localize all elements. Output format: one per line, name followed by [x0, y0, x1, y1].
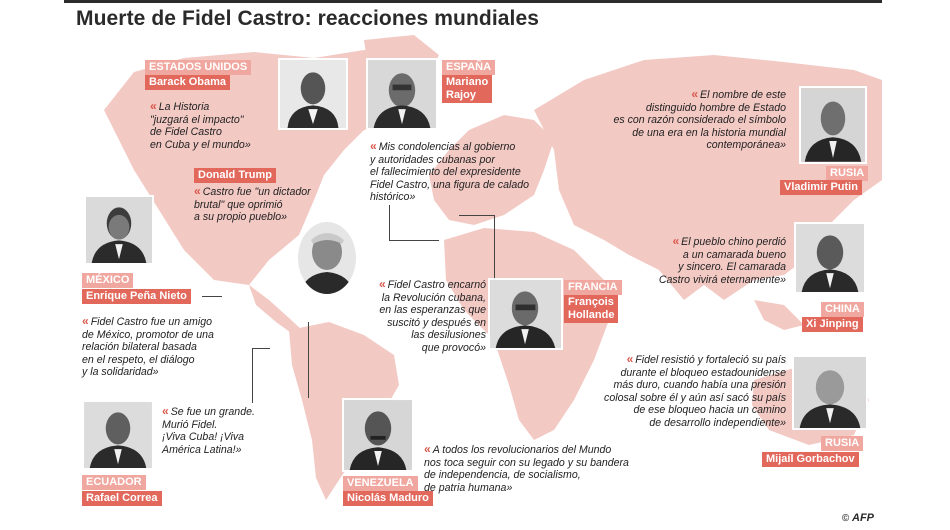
country-label-ecuador: ECUADOR	[82, 475, 146, 490]
quote-trump: «Castro fue "un dictador brutal" que opr…	[194, 184, 311, 224]
quote-pena-nieto: «Fidel Castro fue un amigo de México, pr…	[82, 314, 214, 379]
connector-france-h	[459, 215, 494, 216]
country-label-france: FRANCIA	[564, 280, 622, 295]
photo-hollande	[488, 278, 563, 350]
name-label-xi: Xi Jinping	[802, 317, 863, 332]
photo-rajoy	[366, 58, 438, 130]
connector-ecuador-h	[252, 348, 270, 349]
photo-maduro	[342, 398, 414, 472]
photo-putin	[799, 86, 867, 164]
name-label-maduro: Nicolás Maduro	[343, 491, 433, 506]
country-label-russia-gorbachov: RUSIA	[821, 436, 864, 451]
quote-hollande: «Fidel Castro encarnó la Revolución cuba…	[378, 277, 486, 354]
name-label-hollande: François Hollande	[564, 295, 619, 323]
name-label-correa: Rafael Correa	[82, 491, 162, 506]
page-title: Muerte de Fidel Castro: reacciones mundi…	[76, 7, 540, 30]
copyright-symbol: ©	[841, 513, 850, 524]
country-label-usa: ESTADOS UNIDOS	[145, 60, 252, 75]
name-label-pena-nieto: Enrique Peña Nieto	[82, 289, 191, 304]
connector-spain-h	[389, 240, 439, 241]
country-label-venezuela: VENEZUELA	[343, 476, 418, 491]
connector-spain-v	[389, 205, 390, 240]
quote-correa: «Se fue un grande. Murió Fidel. ¡Viva Cu…	[162, 404, 255, 456]
photo-trump	[298, 222, 356, 294]
quote-obama: «La Historia "juzgará el impacto" de Fid…	[150, 99, 251, 151]
photo-pena-nieto	[84, 195, 154, 265]
name-label-rajoy: Mariano Rajoy	[442, 75, 493, 103]
quote-rajoy: «Mis condolencias al gobierno y autorida…	[370, 139, 529, 204]
country-label-spain: ESPAÑA	[442, 60, 496, 75]
quote-putin: «El nombre de este distinguido hombre de…	[613, 87, 786, 152]
photo-correa	[82, 400, 154, 470]
name-label-gorbachov: Mijaíl Gorbachov	[762, 452, 859, 467]
country-label-china: CHINA	[821, 302, 864, 317]
quote-xi: «El pueblo chino perdió a un camarada bu…	[658, 234, 786, 286]
credit: © AFP	[842, 512, 874, 524]
connector-venezuela	[308, 322, 309, 398]
connector-france-v	[494, 215, 495, 278]
name-label-obama: Barack Obama	[145, 75, 231, 90]
name-label-putin: Vladimir Putin	[780, 180, 862, 195]
photo-obama	[278, 58, 348, 130]
photo-xi	[794, 222, 866, 294]
quote-maduro: «A todos los revolucionarios del Mundo n…	[424, 442, 629, 494]
country-label-russia-putin: RUSIA	[826, 166, 869, 181]
connector-mexico	[202, 296, 222, 297]
infographic-card: Muerte de Fidel Castro: reacciones mundi…	[64, 0, 882, 530]
photo-gorbachov	[792, 355, 868, 430]
connector-ecuador-v	[252, 348, 253, 403]
country-label-mexico: MÉXICO	[82, 273, 134, 288]
quote-gorbachov: «Fidel resistió y fortaleció su país dur…	[604, 352, 786, 429]
name-label-trump: Donald Trump	[194, 168, 276, 183]
top-rule	[64, 0, 882, 3]
afp-logo: AFP	[852, 512, 874, 524]
